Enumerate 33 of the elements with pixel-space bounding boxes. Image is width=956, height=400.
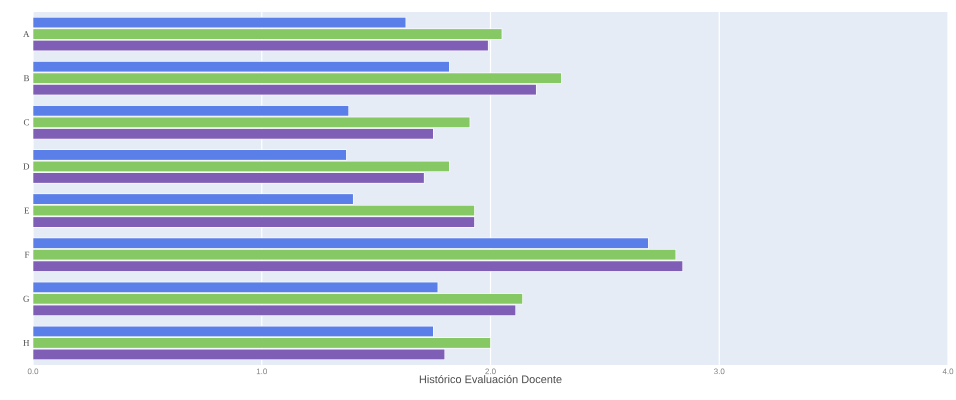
bar [33, 149, 347, 160]
bar [33, 260, 683, 272]
y-tick-label: G [23, 296, 30, 302]
bar [33, 282, 438, 293]
y-tick-label: E [24, 208, 30, 214]
bar [33, 128, 434, 140]
bar [33, 304, 516, 316]
bar [33, 216, 475, 228]
bar [33, 337, 491, 348]
bar [33, 105, 349, 116]
bar [33, 61, 450, 72]
y-tick-label: A [23, 31, 30, 38]
y-tick-label: H [23, 340, 30, 346]
bar [33, 116, 470, 128]
bar [33, 28, 502, 40]
bar [33, 40, 489, 52]
y-tick-label: B [24, 75, 30, 82]
y-tick-label: D [23, 163, 30, 170]
bar [33, 293, 523, 304]
bar [33, 326, 434, 337]
bar [33, 249, 676, 260]
bar [33, 17, 406, 28]
bar [33, 238, 649, 249]
bar [33, 84, 537, 96]
bar [33, 72, 562, 84]
bar [33, 348, 446, 360]
y-tick-label: F [24, 252, 30, 258]
bar [33, 172, 424, 184]
y-tick-label: C [24, 119, 29, 126]
bar [33, 194, 354, 205]
bar [33, 160, 450, 172]
x-axis-title: Histórico Evaluación Docente [420, 375, 562, 384]
bar [33, 205, 475, 216]
